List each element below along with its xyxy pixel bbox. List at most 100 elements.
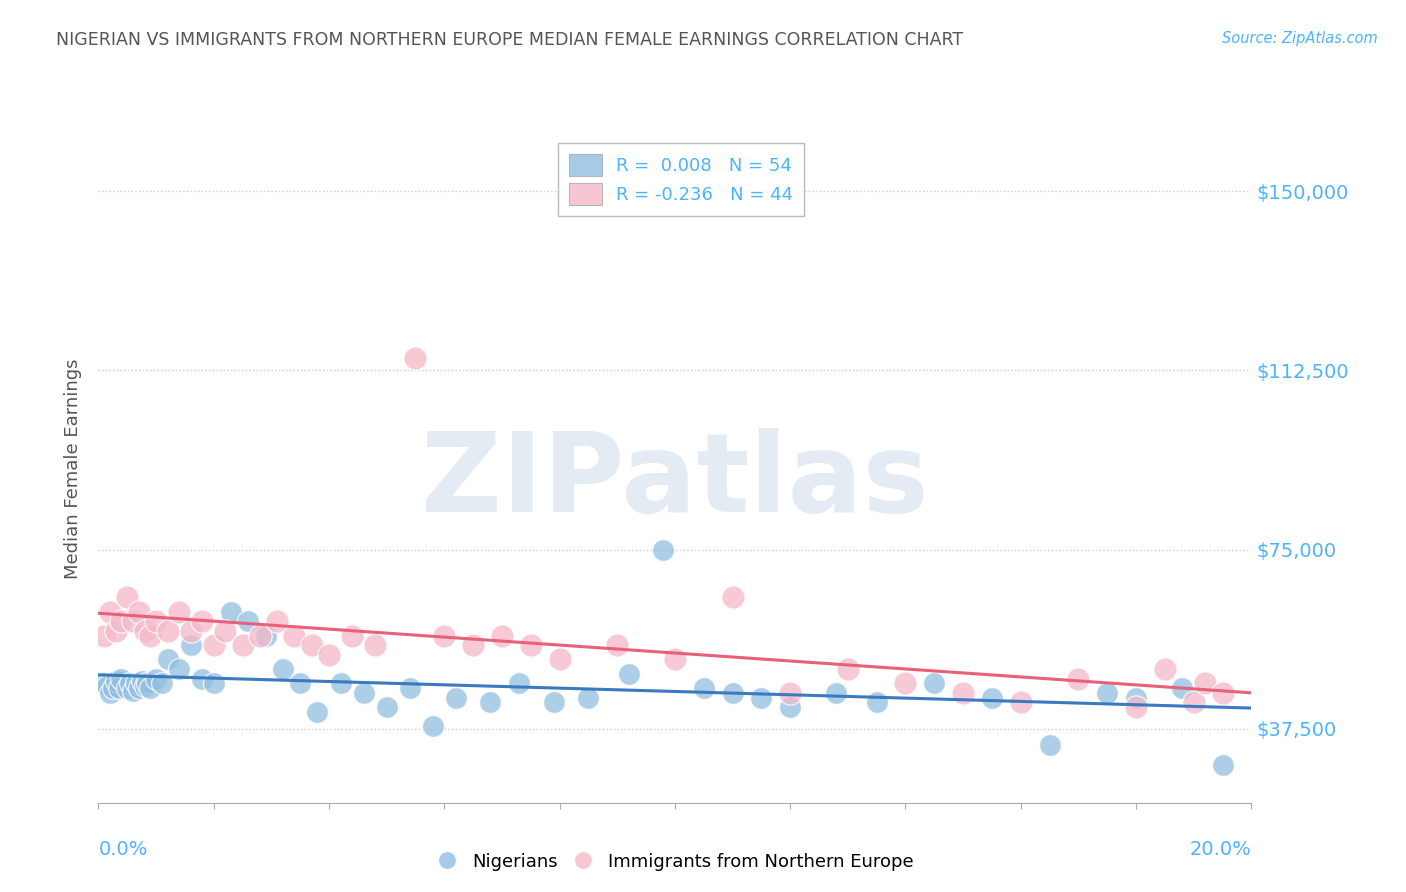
Point: [652, 542, 675, 557]
Point: [617, 666, 640, 681]
Point: [479, 696, 502, 710]
Point: [576, 690, 599, 705]
Point: [543, 696, 565, 710]
Point: [1194, 676, 1216, 690]
Point: [107, 681, 129, 695]
Legend: R =  0.008   N = 54, R = -0.236   N = 44: R = 0.008 N = 54, R = -0.236 N = 44: [558, 143, 804, 216]
Point: [924, 676, 946, 690]
Point: [491, 628, 513, 642]
Point: [375, 700, 398, 714]
Point: [444, 690, 467, 705]
Point: [139, 681, 162, 695]
Point: [693, 681, 716, 695]
Point: [1212, 757, 1234, 772]
Point: [134, 624, 156, 638]
Point: [214, 624, 236, 638]
Point: [1182, 696, 1205, 710]
Point: [721, 686, 744, 700]
Point: [180, 638, 202, 652]
Point: [283, 628, 305, 642]
Point: [167, 662, 190, 676]
Point: [664, 652, 686, 666]
Point: [110, 614, 132, 628]
Point: [266, 614, 288, 628]
Point: [340, 628, 363, 642]
Point: [779, 700, 801, 714]
Text: 20.0%: 20.0%: [1189, 839, 1251, 859]
Point: [104, 624, 127, 638]
Point: [156, 652, 179, 666]
Point: [96, 679, 118, 693]
Point: [1125, 690, 1147, 705]
Point: [318, 648, 340, 662]
Y-axis label: Median Female Earnings: Median Female Earnings: [65, 358, 83, 579]
Point: [1067, 672, 1090, 686]
Point: [145, 672, 167, 686]
Point: [93, 628, 115, 642]
Point: [128, 681, 150, 695]
Point: [231, 638, 254, 652]
Point: [191, 672, 214, 686]
Point: [307, 705, 329, 719]
Point: [180, 624, 202, 638]
Point: [751, 690, 773, 705]
Point: [866, 696, 889, 710]
Point: [136, 676, 159, 690]
Point: [548, 652, 571, 666]
Point: [202, 676, 225, 690]
Point: [117, 681, 139, 695]
Point: [1010, 696, 1032, 710]
Point: [219, 605, 242, 619]
Text: Source: ZipAtlas.com: Source: ZipAtlas.com: [1222, 31, 1378, 46]
Point: [128, 605, 150, 619]
Point: [825, 686, 848, 700]
Point: [125, 676, 148, 690]
Point: [93, 676, 115, 690]
Text: ZIPatlas: ZIPatlas: [420, 428, 929, 535]
Point: [1153, 662, 1175, 676]
Point: [156, 624, 179, 638]
Point: [779, 686, 801, 700]
Point: [405, 351, 427, 366]
Point: [1097, 686, 1119, 700]
Point: [364, 638, 387, 652]
Point: [1125, 700, 1147, 714]
Point: [202, 638, 225, 652]
Point: [301, 638, 323, 652]
Point: [238, 614, 260, 628]
Text: 0.0%: 0.0%: [98, 839, 148, 859]
Point: [422, 719, 444, 733]
Point: [837, 662, 859, 676]
Point: [520, 638, 543, 652]
Point: [254, 628, 277, 642]
Point: [290, 676, 312, 690]
Point: [110, 672, 132, 686]
Point: [981, 690, 1004, 705]
Point: [122, 683, 145, 698]
Point: [508, 676, 530, 690]
Point: [101, 681, 124, 695]
Point: [134, 679, 156, 693]
Point: [606, 638, 628, 652]
Point: [120, 676, 142, 690]
Point: [98, 686, 121, 700]
Point: [353, 686, 375, 700]
Point: [271, 662, 294, 676]
Point: [131, 673, 153, 688]
Point: [145, 614, 167, 628]
Point: [433, 628, 456, 642]
Point: [1212, 686, 1234, 700]
Point: [721, 591, 744, 605]
Point: [98, 605, 121, 619]
Point: [191, 614, 214, 628]
Point: [150, 676, 173, 690]
Point: [122, 614, 145, 628]
Point: [117, 591, 139, 605]
Point: [1038, 739, 1062, 753]
Point: [249, 628, 271, 642]
Legend: Nigerians, Immigrants from Northern Europe: Nigerians, Immigrants from Northern Euro…: [429, 845, 921, 879]
Point: [894, 676, 917, 690]
Point: [104, 673, 127, 688]
Point: [329, 676, 352, 690]
Point: [461, 638, 484, 652]
